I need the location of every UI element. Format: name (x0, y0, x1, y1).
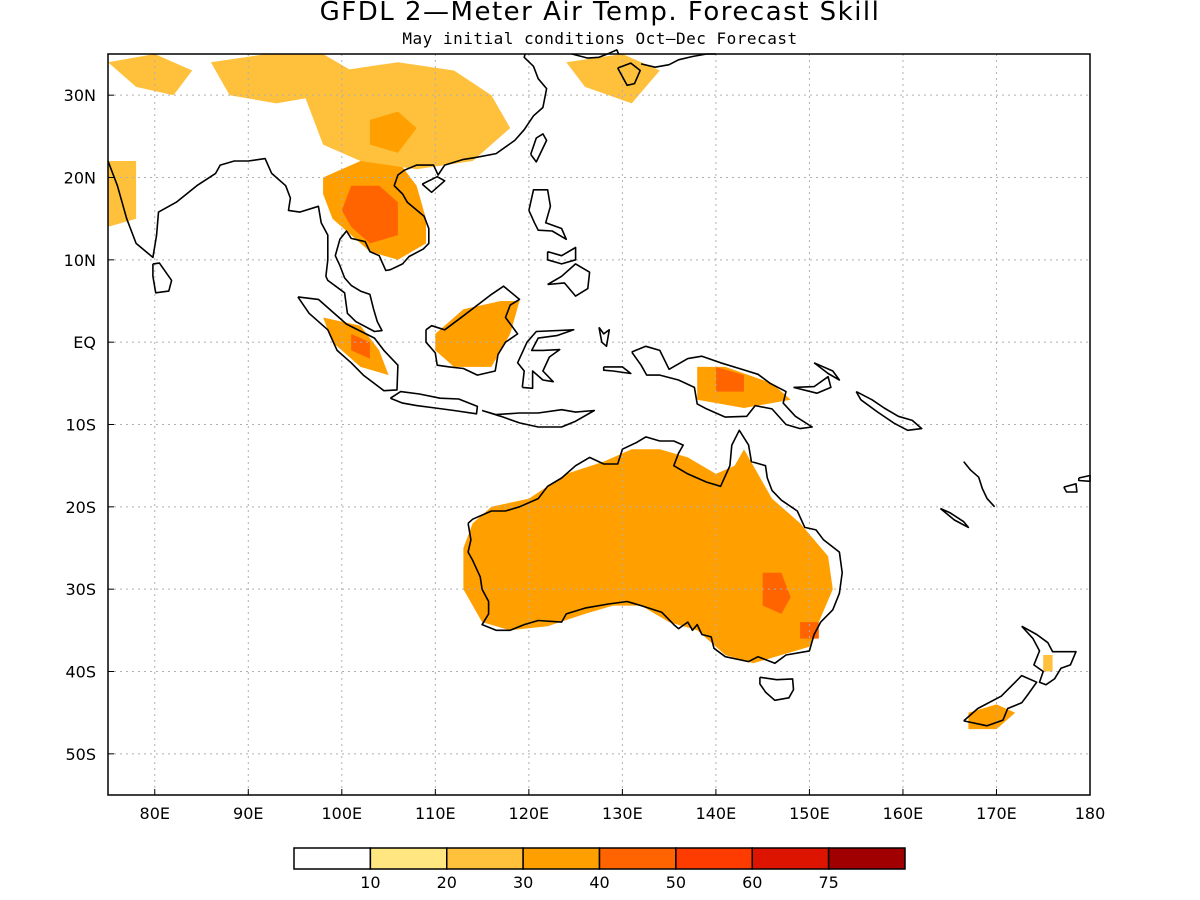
skill-region-new-guinea-core (715, 366, 744, 392)
x-tick-label: 150E (789, 804, 830, 823)
skill-region-northern-india (108, 54, 193, 96)
colorbar-bin (522, 847, 601, 870)
colorbar-bin (751, 847, 830, 870)
coastline-australia (467, 429, 844, 665)
coastline-halmahera (598, 326, 611, 348)
coastline-asia-mainland (107, 53, 548, 333)
colorbar-label: 40 (589, 873, 609, 892)
coastline-new-caledonia (939, 507, 970, 529)
coastline-japan-shikoku-honshu (640, 53, 716, 68)
map-subtitle: May initial conditions Oct—Dec Forecast (402, 29, 798, 48)
coastline-new-guinea (631, 345, 814, 430)
x-tick-label: 170E (976, 804, 1017, 823)
y-tick-label: 30N (64, 86, 96, 105)
map-title: GFDL 2—Meter Air Temp. Forecast Skill (319, 0, 881, 27)
coastline-new-britain (793, 375, 832, 395)
skill-region-south-china (304, 62, 511, 170)
axis-ticks: 80E 90E 100E 110E 120E 130E 140E 150E 160E 170E 18… (64, 86, 1106, 823)
coastline-fiji (1063, 482, 1078, 493)
coastline-mindanao (547, 263, 591, 297)
colorbar-label: 50 (666, 873, 686, 892)
coastline-taiwan (529, 133, 548, 163)
lat-lon-grid (108, 54, 1090, 795)
x-tick-label: 110E (415, 804, 456, 823)
coastline-solomon-islands (855, 390, 923, 432)
colorbar-label: 10 (360, 873, 380, 892)
skill-region-north-island-nz (1043, 655, 1053, 672)
y-tick-label: 20S (65, 498, 96, 517)
y-tick-label: 10N (64, 251, 96, 270)
x-tick-label: 120E (509, 804, 550, 823)
skill-region-sumatra-core (351, 333, 370, 359)
coastline-borneo (425, 285, 521, 376)
coastline-luzon (528, 189, 568, 241)
y-tick-label: 30S (65, 580, 96, 599)
colorbar-bin (369, 847, 448, 870)
x-tick-label: 160E (883, 804, 924, 823)
coastline-north-island-nz (1021, 625, 1077, 686)
x-tick-label: 130E (602, 804, 643, 823)
x-tick-label: 180 (1075, 804, 1106, 823)
colorbar-bin (293, 847, 372, 870)
skill-region-tibetan-plateau (210, 54, 352, 104)
x-tick-label: 140E (696, 804, 737, 823)
coastline-sulawesi (516, 328, 575, 390)
y-tick-label: 20N (64, 169, 96, 188)
y-tick-label: 40S (65, 663, 96, 682)
skill-region-korea-japan (566, 54, 660, 104)
skill-region-australia-south-east-core (762, 572, 791, 614)
coastline-tasmania (759, 676, 795, 702)
skill-region-australia (463, 449, 833, 664)
colorbar-bin (446, 847, 524, 870)
colorbar-bin (827, 847, 906, 870)
skill-region-borneo (435, 301, 520, 367)
coastline-vanuatu (963, 461, 996, 508)
y-tick-label: EQ (73, 333, 96, 352)
coastline-java (389, 390, 479, 415)
skill-region-indochina-core (341, 185, 398, 244)
y-tick-label: 10S (65, 416, 96, 435)
skill-region-south-island-nz (968, 704, 1016, 730)
coastline-visayas (546, 246, 577, 265)
coastline-new-ireland (813, 362, 841, 381)
colorbar-label: 20 (437, 873, 457, 892)
coastline-sumatra (297, 296, 399, 392)
colorbar-label: 30 (513, 873, 533, 892)
colorbar-label: 75 (818, 873, 838, 892)
coastline-korea (571, 49, 620, 59)
coastline-japan-kyushu (616, 62, 642, 87)
coastline-seram (602, 366, 632, 375)
colorbar: 10 20 30 40 50 60 75 (293, 847, 906, 892)
colorbar-bin (675, 847, 753, 870)
coastline-hainan (421, 175, 446, 194)
colorbar-bin (598, 847, 677, 870)
coastlines (107, 49, 1091, 727)
skill-region-sichuan-core (369, 111, 417, 153)
x-tick-label: 90E (233, 804, 263, 823)
coastline-fiji-vanua-levu (1078, 474, 1091, 483)
colorbar-label: 60 (742, 873, 762, 892)
coastline-lesser-sunda (481, 408, 596, 428)
x-tick-label: 100E (321, 804, 362, 823)
x-tick-label: 80E (140, 804, 170, 823)
y-tick-label: 50S (65, 745, 96, 764)
coastline-sri-lanka (152, 262, 173, 294)
coastline-south-island-nz (963, 674, 1038, 727)
skill-shading-layer (108, 54, 1053, 730)
